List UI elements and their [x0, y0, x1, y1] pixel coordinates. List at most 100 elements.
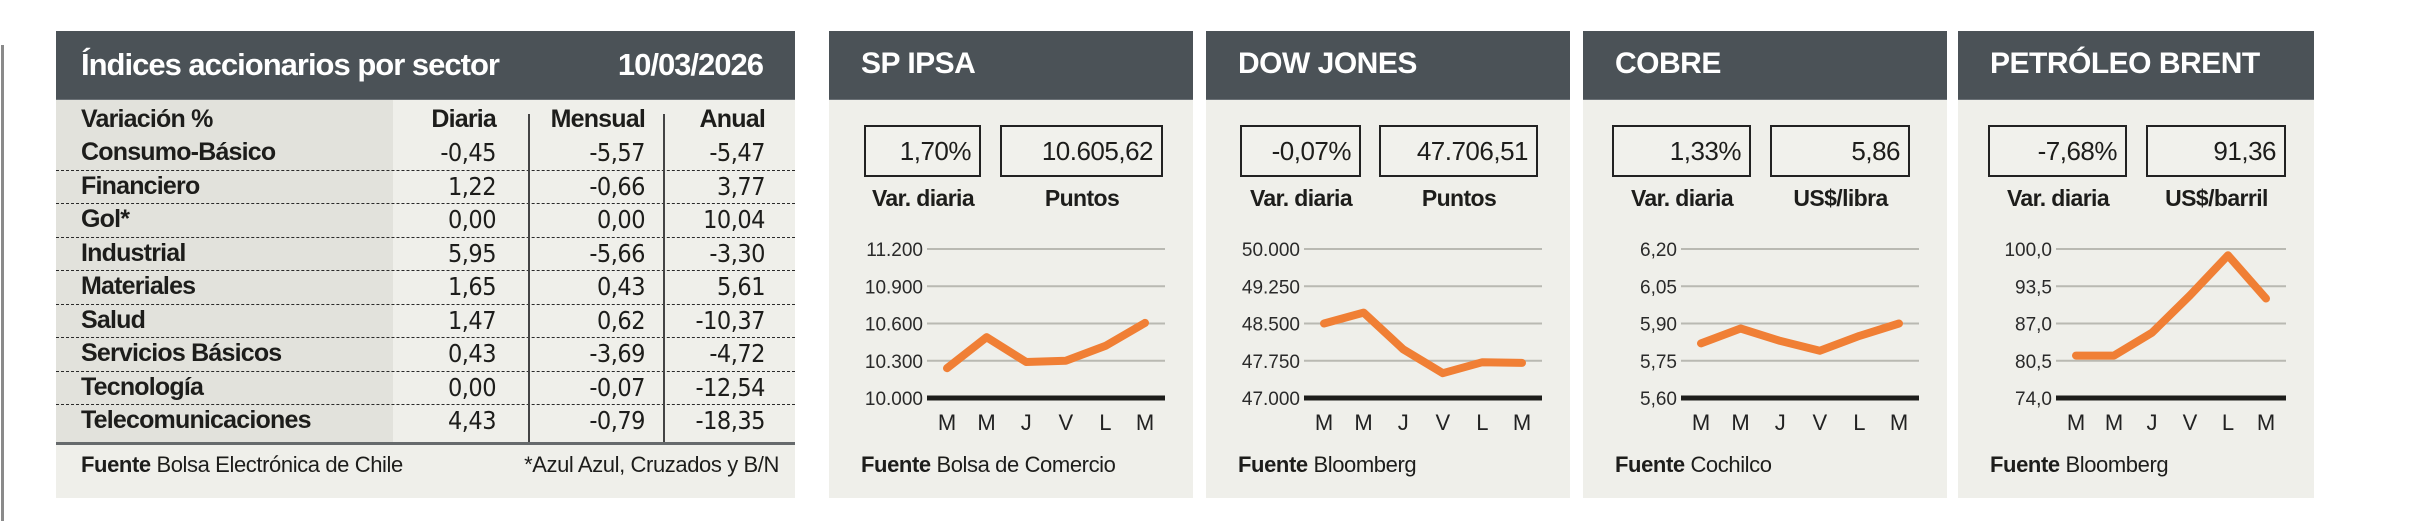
chart-source: Fuente Bloomberg — [1990, 452, 2169, 478]
y-tick-label: 5,75 — [1640, 352, 1677, 373]
panel-title: DOW JONES — [1238, 47, 1417, 80]
y-tick-label: 6,20 — [1640, 240, 1677, 261]
value-diaria: 1,65 — [447, 272, 497, 301]
x-tick-label: J — [1775, 410, 1786, 435]
source-label: Fuente — [1615, 452, 1685, 477]
value-diaria: 5,95 — [447, 238, 497, 268]
index-panel-sp-ipsa: SP IPSA 1,70% 10.605,62 Var. diaria Puntos 10… — [829, 31, 1193, 498]
sector-name: Gol* — [81, 205, 130, 233]
column-header-mensual: Mensual — [550, 105, 646, 133]
value-anual: -18,35 — [695, 406, 766, 435]
series-line — [1697, 319, 1903, 355]
panel-title: COBRE — [1615, 47, 1721, 80]
source-label: Fuente — [81, 452, 151, 477]
table-row: Consumo-Básico -0,45 -5,57 -5,47 — [56, 136, 795, 169]
source-name: Bolsa de Comercio — [936, 452, 1116, 477]
value-mensual: 0,62 — [596, 305, 646, 335]
value-anual: -4,72 — [709, 339, 765, 368]
x-tick-label: L — [2222, 410, 2234, 435]
row-divider — [56, 270, 795, 271]
source-name: Cochilco — [1690, 452, 1772, 477]
y-tick-label: 50.000 — [1242, 240, 1300, 261]
daily-change-box: 1,70% — [864, 125, 981, 177]
x-tick-label: L — [1099, 410, 1111, 435]
y-tick-label: 11.200 — [866, 240, 923, 261]
y-tick-label: 49.250 — [1242, 277, 1300, 298]
table-row: Financiero 1,22 -0,66 3,77 — [56, 170, 795, 203]
value-mensual: -0,66 — [589, 171, 645, 201]
row-divider — [56, 303, 795, 305]
value-anual: 10,04 — [703, 205, 765, 234]
y-tick-label: 5,90 — [1640, 315, 1677, 336]
daily-change-label: Var. diaria — [2006, 185, 2110, 211]
sector-name: Consumo-Básico — [81, 138, 276, 166]
chart-source: Fuente Cochilco — [1615, 452, 1772, 478]
daily-change-box: -0,07% — [1240, 125, 1361, 177]
value-diaria: 0,00 — [447, 372, 497, 402]
sector-name: Materiales — [81, 272, 196, 300]
value-mensual: 0,00 — [596, 205, 646, 234]
y-tick-label: 80,5 — [2015, 352, 2052, 373]
value-diaria: -0,45 — [440, 138, 496, 167]
y-tick-label: 47.000 — [1242, 389, 1300, 410]
value-diaria: 1,47 — [447, 305, 497, 335]
current-value-box: 5,86 — [1770, 125, 1910, 177]
x-tick-label: M — [977, 410, 995, 435]
chart-source: Fuente Bolsa de Comercio — [861, 452, 1116, 478]
value-anual: -5,47 — [709, 138, 765, 167]
index-panel-cobre: COBRE 1,33% 5,86 Var. diaria US$/libra 5,60 5,… — [1583, 31, 1947, 498]
table-footnote: *Azul Azul, Cruzados y B/N — [524, 452, 779, 477]
value-anual: 5,61 — [716, 272, 766, 301]
source-label: Fuente — [861, 452, 931, 477]
x-tick-label: M — [1354, 410, 1372, 435]
value-anual: 3,77 — [716, 171, 766, 201]
column-header-anual: Anual — [699, 105, 766, 133]
y-tick-label: 10.000 — [865, 389, 923, 410]
value-diaria: 0,00 — [447, 205, 497, 234]
x-tick-label: M — [1890, 410, 1908, 435]
column-separator — [663, 114, 665, 442]
value-anual: -12,54 — [695, 372, 766, 402]
value-mensual: -3,69 — [589, 339, 645, 368]
daily-change-label: Var. diaria — [871, 185, 975, 211]
sector-indices-panel: Índices accionarios por sector 10/03/202… — [56, 31, 795, 498]
value-diaria: 0,43 — [447, 339, 497, 368]
daily-change-box: -7,68% — [1988, 125, 2127, 177]
panel-header: SP IPSA — [829, 31, 1193, 100]
x-tick-label: M — [1315, 410, 1333, 435]
x-tick-label: M — [2105, 410, 2123, 435]
current-value-box: 91,36 — [2146, 125, 2286, 177]
value-mensual: -5,66 — [589, 238, 645, 268]
daily-change-label: Var. diaria — [1630, 185, 1734, 211]
current-value-label: Puntos — [1044, 185, 1120, 211]
y-tick-label: 74,0 — [2015, 389, 2052, 410]
current-value-label: US$/libra — [1793, 185, 1888, 211]
source-name: Bloomberg — [2065, 452, 2169, 477]
x-tick-label: J — [1398, 410, 1409, 435]
table-row: Materiales 1,65 0,43 5,61 — [56, 270, 795, 303]
current-value-label: Puntos — [1421, 185, 1497, 211]
series-line — [943, 318, 1149, 373]
value-mensual: -0,07 — [589, 372, 645, 402]
value-diaria: 4,43 — [447, 406, 497, 435]
row-divider — [56, 404, 795, 405]
index-panel-dow-jones: DOW JONES -0,07% 47.706,51 Var. diaria Punto… — [1206, 31, 1570, 498]
daily-change-label: Var. diaria — [1249, 185, 1353, 211]
row-divider — [56, 169, 795, 171]
x-tick-label: L — [1853, 410, 1865, 435]
y-tick-label: 10.900 — [865, 277, 923, 298]
sector-name: Servicios Básicos — [81, 339, 282, 367]
chart-source: Fuente Bloomberg — [1238, 452, 1417, 478]
panel-header: Índices accionarios por sector 10/03/202… — [56, 31, 795, 100]
value-mensual: -0,79 — [589, 406, 645, 435]
x-tick-label: V — [2183, 410, 2198, 435]
table-source: Fuente Bolsa Electrónica de Chile — [81, 452, 403, 478]
panel-header: PETRÓLEO BRENT — [1958, 31, 2314, 100]
y-tick-label: 47.750 — [1242, 352, 1300, 373]
x-tick-label: M — [1513, 410, 1531, 435]
column-header-variacion: Variación % — [81, 105, 213, 133]
table-row: Industrial 5,95 -5,66 -3,30 — [56, 237, 795, 270]
x-tick-label: M — [1692, 410, 1710, 435]
y-tick-label: 6,05 — [1640, 277, 1677, 298]
